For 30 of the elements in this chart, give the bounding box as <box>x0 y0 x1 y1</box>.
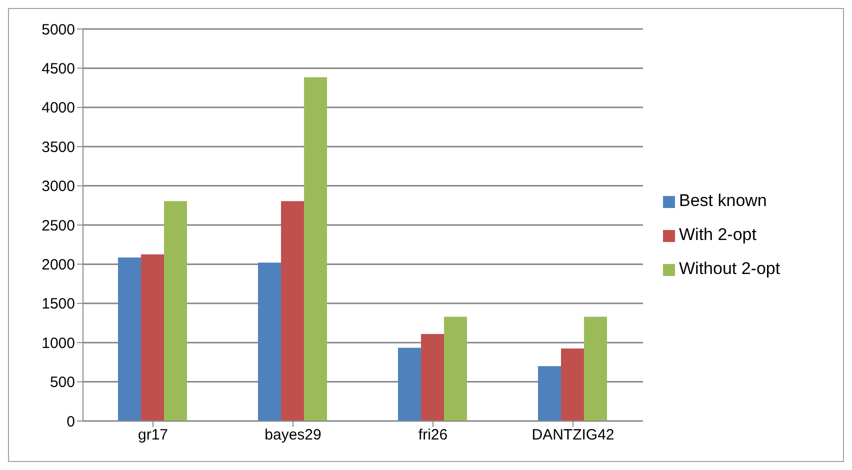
x-tick-label: fri26 <box>418 426 448 444</box>
y-tick-label: 2000 <box>42 256 75 274</box>
legend-label: Without 2-opt <box>679 259 780 278</box>
legend-label: With 2-opt <box>679 225 756 244</box>
legend-label: Best known <box>679 191 767 210</box>
y-tick-label: 3000 <box>42 178 75 196</box>
y-tick-label: 4000 <box>42 100 75 117</box>
x-tick-label: gr17 <box>138 426 168 444</box>
y-tick-label: 4500 <box>42 60 75 78</box>
y-tick-label: 1000 <box>42 334 75 352</box>
bar <box>258 262 281 421</box>
y-tick-label: 1500 <box>42 296 75 313</box>
y-tick-label: 0 <box>66 413 75 430</box>
bar <box>141 254 164 421</box>
bar <box>118 258 141 421</box>
bar <box>398 348 421 421</box>
bar <box>584 316 607 421</box>
bar <box>164 201 187 421</box>
bar <box>444 316 467 421</box>
x-tick-label: DANTZIG42 <box>532 426 614 444</box>
y-tick-label: 500 <box>50 374 75 392</box>
bar <box>281 201 304 421</box>
bar <box>304 77 327 421</box>
y-tick-label: 2500 <box>42 217 75 234</box>
y-tick-label: 3500 <box>42 138 75 156</box>
x-tick-label: bayes29 <box>264 426 322 444</box>
bar <box>561 348 584 421</box>
bar <box>538 366 561 421</box>
bar <box>421 334 444 421</box>
y-tick-label: 5000 <box>42 21 75 38</box>
